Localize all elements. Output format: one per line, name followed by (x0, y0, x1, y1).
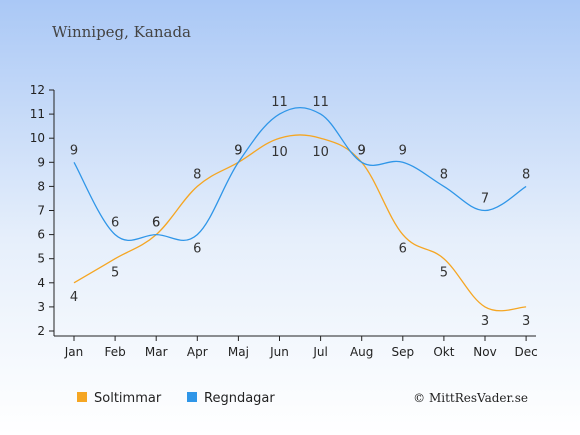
data-label-soltimmar: 9 (358, 143, 366, 158)
x-tick-label: Mar (145, 345, 168, 359)
data-label-regndagar: 6 (152, 216, 160, 231)
data-label-soltimmar: 5 (111, 266, 119, 281)
y-tick-label: 8 (37, 179, 45, 193)
data-label-soltimmar: 3 (481, 314, 489, 329)
legend-swatch-soltimmar (77, 392, 87, 402)
data-label-regndagar: 11 (312, 95, 329, 110)
y-tick-label: 5 (37, 252, 45, 266)
series-line-regndagar (73, 106, 527, 241)
x-tick-label: Dec (514, 345, 537, 359)
x-tick-label: Okt (433, 345, 454, 359)
x-tick-label: Jun (269, 345, 289, 359)
data-label-regndagar: 9 (399, 143, 407, 158)
data-label-regndagar: 6 (111, 216, 119, 231)
legend-label-regndagar: Regndagar (204, 391, 275, 406)
series-lines (73, 106, 527, 312)
x-tick-label: Jul (312, 345, 327, 359)
data-label-soltimmar: 3 (522, 314, 530, 329)
x-tick-label: Maj (228, 345, 249, 359)
credit-text: © MittResVader.se (413, 391, 528, 405)
y-tick-label: 10 (30, 131, 45, 145)
x-tick-label: Nov (473, 345, 496, 359)
data-label-regndagar: 9 (70, 143, 78, 158)
y-tick-label: 6 (37, 228, 45, 242)
data-label-regndagar: 11 (271, 95, 288, 110)
y-tick-label: 2 (37, 324, 45, 338)
axes: 2 3 4 5 6 7 8 9 10 11 12 Jan Feb Mar Apr Maj Jun Jul Aug Se… (30, 83, 538, 359)
legend: Soltimmar Regndagar (77, 391, 275, 406)
y-tick-label: 4 (37, 276, 45, 290)
legend-label-soltimmar: Soltimmar (94, 391, 162, 406)
data-label-regndagar: 8 (522, 167, 530, 182)
data-label-soltimmar: 9 (234, 143, 242, 158)
data-label-regndagar: 6 (193, 242, 201, 257)
data-label-regndagar: 8 (440, 167, 448, 182)
y-tick-label: 12 (30, 83, 45, 97)
x-tick-label: Jan (64, 345, 84, 359)
data-label-regndagar: 9 (358, 143, 366, 158)
x-tick-label: Aug (350, 345, 373, 359)
y-tick-label: 11 (30, 107, 45, 121)
y-tick-label: 7 (37, 204, 45, 218)
legend-swatch-regndagar (187, 392, 197, 402)
data-label-soltimmar: 5 (440, 266, 448, 281)
data-label-soltimmar: 6 (152, 216, 160, 231)
data-label-regndagar: 9 (234, 143, 242, 158)
data-label-soltimmar: 4 (70, 290, 78, 305)
data-label-soltimmar: 6 (399, 242, 407, 257)
data-label-soltimmar: 10 (312, 145, 329, 160)
y-tick-label: 3 (37, 300, 45, 314)
chart-title: Winnipeg, Kanada (52, 23, 191, 41)
y-tick-label: 9 (37, 155, 45, 169)
x-tick-label: Sep (391, 345, 414, 359)
data-label-regndagar: 7 (481, 192, 489, 207)
x-tick-label: Feb (104, 345, 125, 359)
data-label-soltimmar: 8 (193, 167, 201, 182)
data-label-soltimmar: 10 (271, 145, 288, 160)
x-tick-label: Apr (187, 345, 208, 359)
